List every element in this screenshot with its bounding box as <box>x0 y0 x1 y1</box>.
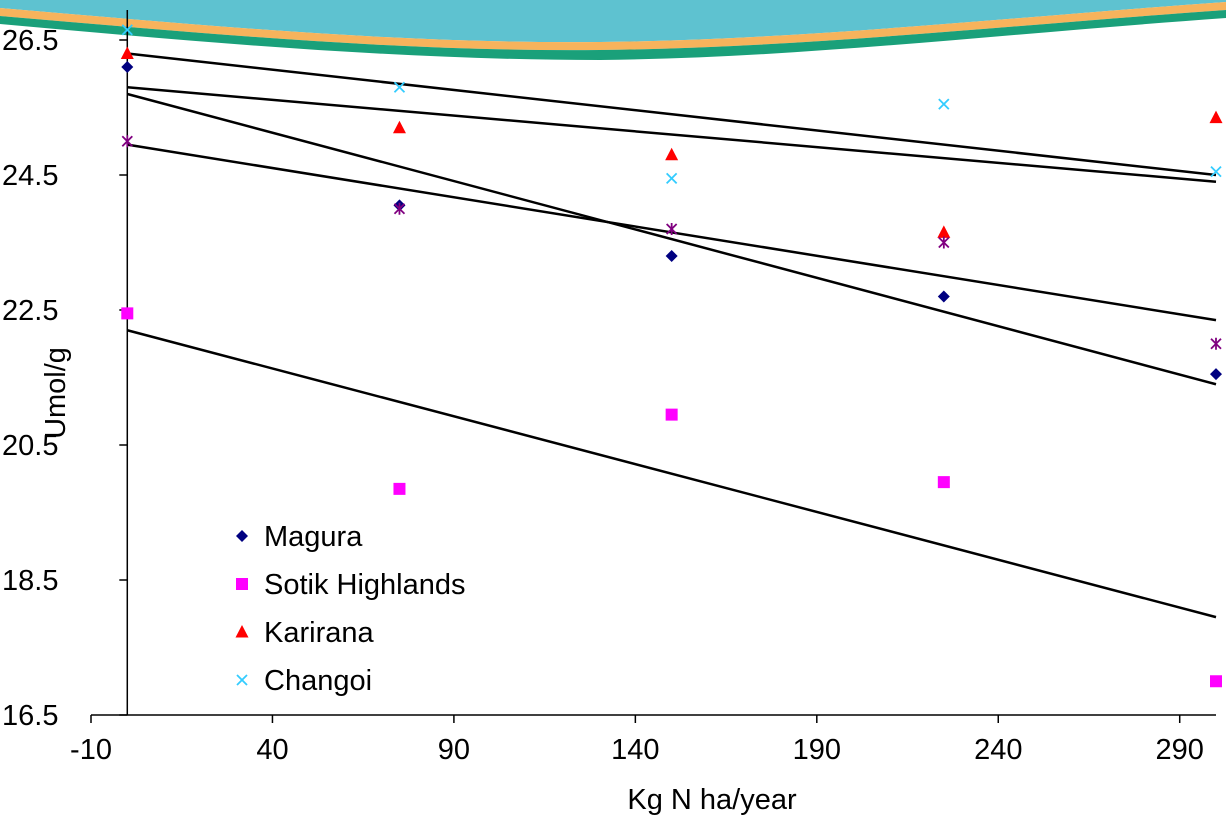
point-changoi <box>666 172 678 185</box>
point-sotik-highlands <box>665 408 678 421</box>
legend-marker-karirana <box>235 625 249 638</box>
x-tick-label: 40 <box>256 734 288 766</box>
point-changoi <box>938 98 950 110</box>
y-tick-label: 26.5 <box>2 25 58 57</box>
point-changoi <box>393 81 406 93</box>
point-series-5 <box>121 135 133 148</box>
point-series-5 <box>938 236 950 249</box>
y-tick-label: 24.5 <box>2 160 58 192</box>
point-series-5 <box>1210 337 1222 350</box>
point-karirana <box>937 225 951 238</box>
legend-label-changoi: Changoi <box>264 665 372 697</box>
point-series-5 <box>666 223 678 235</box>
point-karirana <box>665 147 679 161</box>
legend-label-karirana: Karirana <box>264 617 374 649</box>
trend-line <box>127 86 1217 183</box>
legend-label-magura: Magura <box>264 521 363 553</box>
x-tick-label: 140 <box>611 734 659 766</box>
legend-label-sotik-highlands: Sotik Highlands <box>264 569 466 601</box>
x-tick-label: -10 <box>70 734 112 766</box>
legend-marker-changoi <box>236 674 248 686</box>
point-sotik-highlands <box>1210 675 1222 688</box>
trend-line <box>127 52 1217 177</box>
legend-marker-magura <box>236 530 248 542</box>
y-axis-title: Umol/g <box>40 347 72 439</box>
y-tick-label: 22.5 <box>2 295 58 327</box>
point-magura <box>937 290 950 303</box>
trend-line <box>126 329 1217 619</box>
legend-marker-sotik-highlands <box>236 578 248 590</box>
y-tick-label: 20.5 <box>2 430 58 462</box>
y-tick-label: 18.5 <box>2 565 58 597</box>
point-magura <box>1210 368 1222 381</box>
point-karirana <box>392 120 406 134</box>
header-banner <box>0 0 1226 60</box>
point-karirana <box>1209 110 1223 124</box>
x-axis-title: Kg N ha/year <box>627 784 797 815</box>
banner-orange-band <box>0 2 1226 51</box>
trend-line <box>126 92 1217 386</box>
point-sotik-highlands <box>121 307 134 320</box>
x-tick-label: 90 <box>438 734 470 766</box>
axes: -10 40 90 140 190 240 290 16.5 18.5 20.5 22.5 24.5 2… <box>2 10 1216 766</box>
point-magura <box>121 61 134 73</box>
y-tick-label: 16.5 <box>2 700 58 732</box>
point-changoi <box>1210 165 1222 178</box>
point-series-5 <box>393 202 406 215</box>
x-tick-label: 290 <box>1156 734 1204 766</box>
x-tick-label: 190 <box>793 734 841 766</box>
point-sotik-highlands <box>937 476 950 489</box>
point-karirana <box>120 46 134 59</box>
point-sotik-highlands <box>393 482 406 495</box>
data-points <box>120 24 1223 688</box>
x-tick-label: 240 <box>974 734 1022 766</box>
point-changoi <box>121 24 133 36</box>
point-magura <box>665 250 678 262</box>
banner-teal-band <box>0 0 1226 43</box>
banner-green-band <box>0 10 1226 60</box>
legend: Magura Sotik Highlands Karirana Changoi <box>235 521 466 697</box>
